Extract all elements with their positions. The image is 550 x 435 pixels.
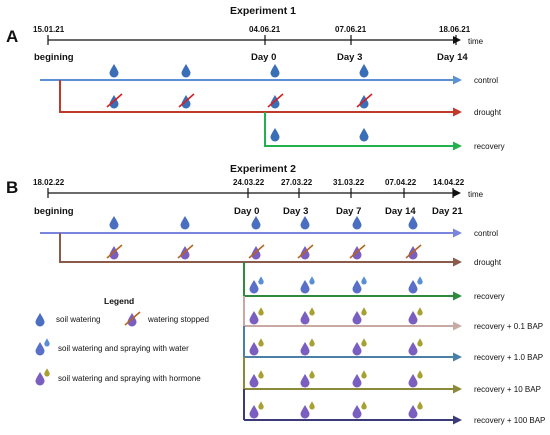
hormone-spray-drop-icon bbox=[408, 370, 423, 388]
exp2-drought-label: drought bbox=[474, 258, 502, 267]
water-spray-drop-icon bbox=[408, 276, 423, 294]
exp1-day-3: Day 3 bbox=[337, 52, 362, 63]
water-drop-icon bbox=[408, 216, 418, 230]
hormone-spray-drop-icon bbox=[300, 401, 315, 419]
stopped-drop-icon bbox=[267, 93, 284, 109]
exp2-title: Experiment 2 bbox=[230, 163, 296, 175]
exp2-bap100-label: recovery + 100 BAP bbox=[474, 416, 545, 425]
exp2-day-3: Day 3 bbox=[283, 206, 308, 217]
hormone-spray-drop-icon bbox=[352, 370, 367, 388]
hormone-spray-drop-icon bbox=[352, 307, 367, 325]
hormone-spray-drop-icon bbox=[408, 401, 423, 419]
exp2-bap01-label: recovery + 0.1 BAP bbox=[474, 322, 543, 331]
legend-spray-hormone: soil watering and spraying with hormone bbox=[58, 374, 201, 383]
exp2-drought-line bbox=[59, 233, 455, 263]
water-drop-icon bbox=[300, 216, 310, 230]
exp1-drought-line bbox=[59, 80, 455, 113]
exp1-time-label: time bbox=[468, 37, 484, 46]
exp1-start-label: begining bbox=[34, 52, 74, 63]
stopped-drop-icon bbox=[177, 244, 194, 260]
hormone-spray-drop-icon bbox=[300, 307, 315, 325]
legend-soil-watering: soil watering bbox=[56, 315, 100, 324]
hormone-spray-drop-icon bbox=[300, 338, 315, 356]
exp1-recovery-label: recovery bbox=[474, 142, 505, 151]
panel-label-a: A bbox=[6, 27, 18, 46]
exp2-day-0: Day 0 bbox=[234, 206, 259, 217]
exp2-bap1-label: recovery + 1.0 BAP bbox=[474, 353, 543, 362]
stopped-drop-icon bbox=[349, 244, 366, 260]
hormone-spray-drop-icon bbox=[300, 370, 315, 388]
hormone-spray-drop-icon bbox=[408, 307, 423, 325]
hormone-spray-drop-icon bbox=[408, 338, 423, 356]
stopped-drop-icon bbox=[178, 93, 195, 109]
water-drop-icon bbox=[251, 216, 261, 230]
legend-watering-stopped: watering stopped bbox=[147, 315, 209, 324]
water-spray-drop-icon bbox=[249, 276, 264, 294]
water-drop-icon bbox=[109, 216, 119, 230]
water-drop-icon bbox=[359, 64, 369, 78]
hormone-spray-drop-icon bbox=[35, 368, 50, 386]
hormone-spray-drop-icon bbox=[352, 401, 367, 419]
stopped-drop-icon bbox=[405, 244, 422, 260]
legend-spray-water: soil watering and spraying with water bbox=[58, 344, 189, 353]
stopped-drop-icon bbox=[248, 244, 265, 260]
exp2-day-21: Day 21 bbox=[432, 206, 463, 217]
water-drop-icon bbox=[270, 64, 280, 78]
exp1-control-label: control bbox=[474, 76, 498, 85]
stopped-drop-icon bbox=[124, 311, 141, 327]
water-drop-icon bbox=[270, 128, 280, 142]
water-spray-drop-icon bbox=[35, 338, 50, 356]
exp2-date-1: 18.02.22 bbox=[33, 178, 65, 187]
hormone-spray-drop-icon bbox=[249, 338, 264, 356]
exp2-recovery-label: recovery bbox=[474, 292, 505, 301]
water-spray-drop-icon bbox=[300, 276, 315, 294]
stopped-drop-icon bbox=[297, 244, 314, 260]
exp2-day-14: Day 14 bbox=[385, 206, 416, 217]
water-drop-icon bbox=[35, 313, 45, 327]
water-drop-icon bbox=[359, 128, 369, 142]
stopped-drop-icon bbox=[106, 244, 123, 260]
exp1-drought-label: drought bbox=[474, 108, 502, 117]
exp1-date-2: 04.06.21 bbox=[249, 25, 281, 34]
hormone-spray-drop-icon bbox=[249, 370, 264, 388]
exp2-date-2: 24.03.22 bbox=[233, 178, 265, 187]
exp1-date-3: 07.06.21 bbox=[335, 25, 367, 34]
exp1-recovery-line bbox=[264, 112, 455, 147]
stopped-drop-icon bbox=[356, 93, 373, 109]
exp2-date-5: 07.04.22 bbox=[385, 178, 417, 187]
exp2-bap10-label: recovery + 10 BAP bbox=[474, 385, 541, 394]
hormone-spray-drop-icon bbox=[249, 401, 264, 419]
exp1-day-14: Day 14 bbox=[437, 52, 468, 63]
water-drop-icon bbox=[180, 216, 190, 230]
water-spray-drop-icon bbox=[352, 276, 367, 294]
stopped-drop-icon bbox=[106, 93, 123, 109]
water-drop-icon bbox=[109, 64, 119, 78]
exp2-date-6: 14.04.22 bbox=[433, 178, 465, 187]
exp1-title: Experiment 1 bbox=[230, 5, 296, 17]
water-drop-icon bbox=[181, 64, 191, 78]
exp1-date-4: 18.06.21 bbox=[439, 25, 471, 34]
exp2-start-label: begining bbox=[34, 206, 74, 217]
hormone-spray-drop-icon bbox=[249, 307, 264, 325]
exp2-control-label: control bbox=[474, 229, 498, 238]
exp2-day-7: Day 7 bbox=[336, 206, 361, 217]
exp1-day-0: Day 0 bbox=[251, 52, 276, 63]
water-drop-icon bbox=[352, 216, 362, 230]
exp2-date-3: 27.03.22 bbox=[281, 178, 313, 187]
legend-title: Legend bbox=[104, 296, 134, 306]
exp2-time-label: time bbox=[468, 190, 484, 199]
panel-label-b: B bbox=[6, 178, 18, 197]
hormone-spray-drop-icon bbox=[352, 338, 367, 356]
exp2-date-4: 31.03.22 bbox=[333, 178, 365, 187]
exp1-date-1: 15.01.21 bbox=[33, 25, 65, 34]
